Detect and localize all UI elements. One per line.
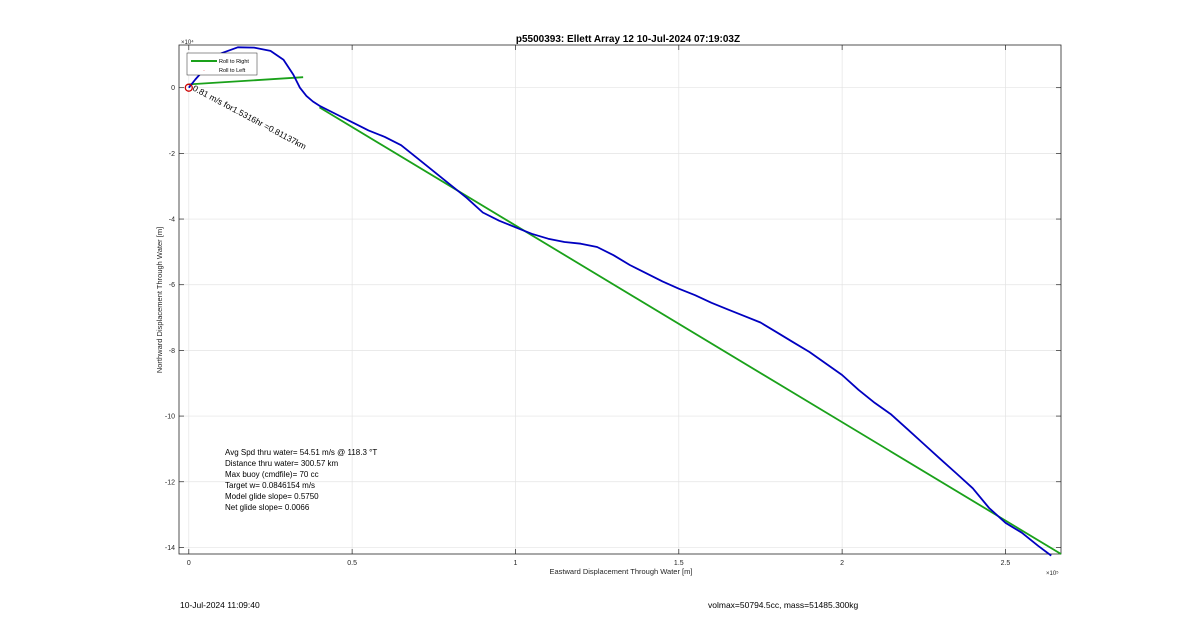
stat-target-w: Target w= 0.0846154 m/s (225, 481, 315, 490)
chart-title: p5500393: Ellett Array 12 10-Jul-2024 07… (516, 34, 740, 45)
legend-box (186, 52, 258, 76)
stat-net-glide-slope: Net glide slope= 0.0066 (225, 503, 310, 512)
y-tick-label: -14 (165, 545, 175, 552)
y-exponent-label: ×10⁴ (181, 39, 194, 46)
axes-box (178, 44, 1062, 555)
x-tick-label: 0.5 (347, 560, 357, 567)
y-tick-label: -10 (165, 414, 175, 421)
y-tick-label: -2 (169, 151, 175, 158)
x-exponent-label: ×10⁵ (1046, 570, 1059, 577)
legend-label-roll-right: Roll to Right (219, 59, 249, 65)
x-tick-label: 1 (514, 560, 518, 567)
ticks: 0 0.5 1 1.5 2 2.5 0 -2 -4 -6 -8 -10 -12 -14 (165, 45, 1061, 567)
stat-distance: Distance thru water= 300.57 km (225, 459, 339, 468)
stats-annotation: Avg Spd thru water= 54.51 m/s @ 118.3 °T… (225, 448, 377, 512)
y-tick-label: -6 (169, 282, 175, 289)
y-tick-label: 0 (171, 85, 175, 92)
y-tick-label: -8 (169, 348, 175, 355)
legend-marker-roll-left: · (203, 68, 205, 74)
x-tick-label: 2 (840, 560, 844, 567)
y-tick-label: -4 (169, 217, 175, 224)
x-tick-label: 1.5 (674, 560, 684, 567)
x-axis-label: Eastward Displacement Through Water [m] (550, 567, 693, 576)
x-tick-label: 0 (187, 560, 191, 567)
gridlines (179, 45, 1061, 554)
trajectory-line (188, 46, 1052, 557)
distance-annotation: 0.81 m/s for1.5316hr =0.81137km (191, 83, 308, 152)
stat-max-buoy: Max buoy (cmdfile)= 70 cc (225, 470, 319, 479)
y-axis-label: Northward Displacement Through Water [m] (155, 227, 164, 373)
stat-model-glide-slope: Model glide slope= 0.5750 (225, 492, 319, 501)
footer-volmax-mass: volmax=50794.5cc, mass=51485.300kg (708, 600, 859, 610)
roll-right-segment (188, 76, 304, 86)
legend-label-roll-left: Roll to Left (219, 68, 246, 74)
roll-right-segment (319, 106, 1062, 555)
stat-avg-speed: Avg Spd thru water= 54.51 m/s @ 118.3 °T (225, 448, 377, 457)
footer-timestamp: 10-Jul-2024 11:09:40 (180, 600, 260, 610)
y-tick-label: -12 (165, 479, 175, 486)
x-tick-label: 2.5 (1001, 560, 1011, 567)
series-layer (184, 46, 1062, 557)
legend: Roll to Right · Roll to Left (186, 52, 258, 76)
start-marker (184, 83, 193, 92)
